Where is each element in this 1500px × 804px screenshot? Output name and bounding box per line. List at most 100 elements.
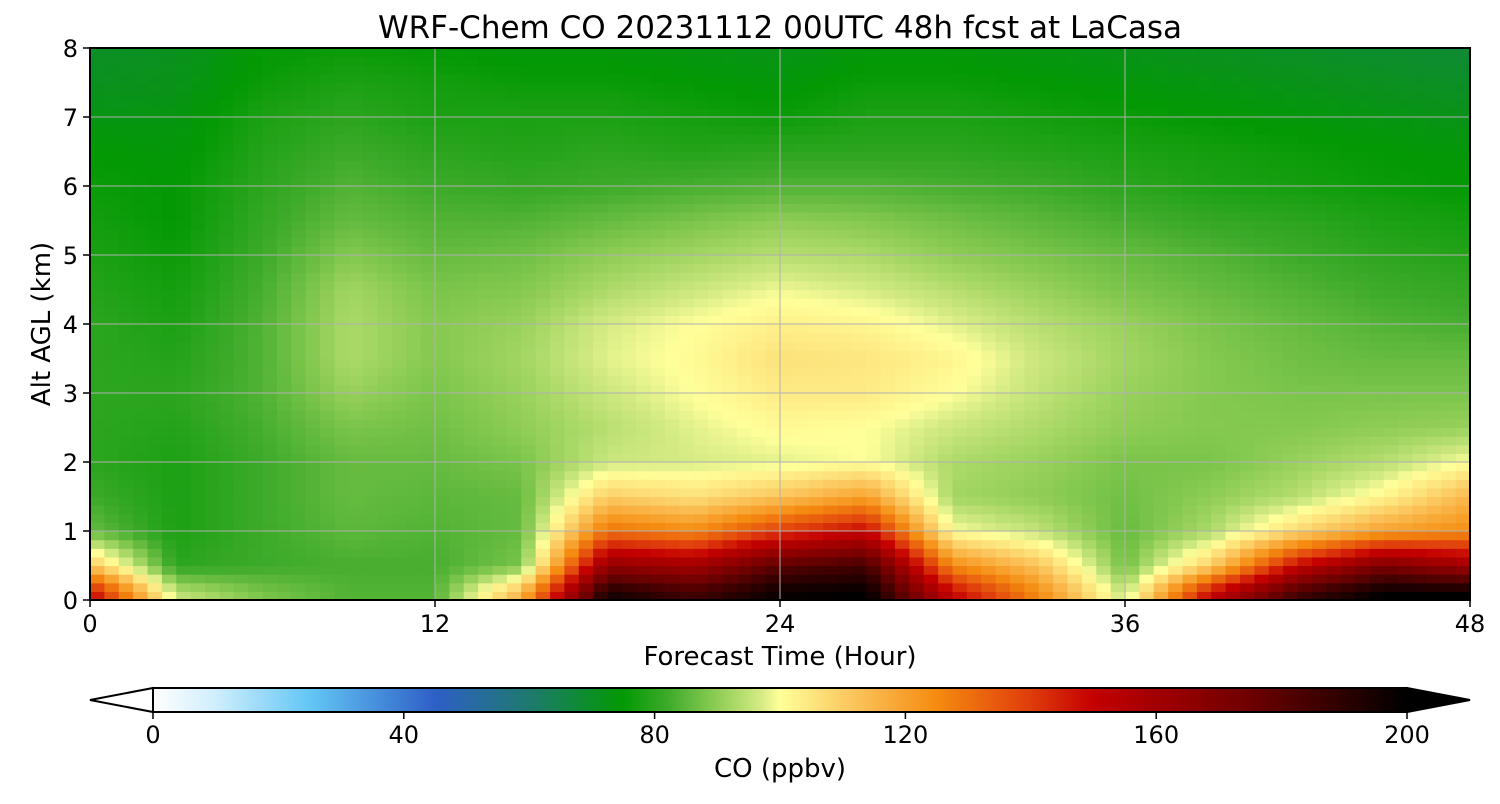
heatmap-cell [1283, 332, 1299, 342]
heatmap-cell [248, 194, 264, 204]
heatmap-cell [1441, 393, 1457, 403]
heatmap-cell [808, 393, 824, 403]
heatmap-cell [1067, 462, 1083, 472]
heatmap-cell [1383, 298, 1399, 308]
heatmap-cell [348, 186, 364, 196]
heatmap-cell [650, 479, 666, 489]
heatmap-cell [650, 556, 666, 567]
heatmap-cell [262, 315, 278, 325]
heatmap-cell [851, 427, 867, 437]
heatmap-cell [966, 401, 982, 411]
heatmap-cell [837, 237, 853, 247]
heatmap-cell [693, 513, 709, 523]
heatmap-cell [765, 513, 781, 523]
heatmap-cell [1254, 203, 1270, 213]
heatmap-cell [794, 505, 810, 515]
heatmap-cell [118, 280, 134, 291]
heatmap-cell [1355, 470, 1370, 480]
heatmap-cell [895, 531, 910, 541]
heatmap-cell [923, 375, 939, 385]
heatmap-cell [736, 531, 752, 541]
heatmap-cell [621, 582, 637, 592]
heatmap-cell [794, 375, 810, 385]
heatmap-cell [1153, 418, 1169, 429]
heatmap-cell [1383, 436, 1399, 446]
heatmap-cell [535, 470, 551, 480]
heatmap-cell [1081, 341, 1097, 351]
heatmap-cell [1125, 332, 1140, 342]
heatmap-cell [161, 289, 177, 299]
heatmap-cell [1211, 548, 1227, 558]
heatmap-cell [1268, 341, 1284, 351]
heatmap-cell [1225, 479, 1241, 489]
heatmap-cell [133, 556, 149, 567]
heatmap-cell [478, 462, 494, 472]
heatmap-cell [679, 160, 695, 170]
heatmap-cell [693, 151, 709, 161]
heatmap-cell [593, 341, 609, 351]
heatmap-cell [679, 237, 695, 247]
heatmap-cell [794, 358, 810, 368]
heatmap-cell [492, 487, 508, 498]
heatmap-cell [1053, 436, 1069, 446]
heatmap-cell [578, 298, 594, 308]
heatmap-cell [506, 272, 522, 282]
heatmap-cell [1240, 263, 1255, 273]
heatmap-cell [1225, 324, 1241, 334]
heatmap-cell [233, 410, 249, 420]
heatmap-cell [1096, 591, 1112, 601]
heatmap-cell [176, 194, 192, 204]
heatmap-cell [981, 211, 997, 222]
heatmap-cell [1426, 453, 1442, 463]
heatmap-cell [176, 324, 192, 334]
heatmap-cell [1081, 556, 1097, 567]
heatmap-cell [564, 263, 580, 273]
heatmap-cell [133, 427, 149, 437]
heatmap-cell [995, 548, 1011, 558]
heatmap-cell [722, 375, 738, 385]
heatmap-cell [161, 513, 177, 523]
heatmap-cell [248, 237, 264, 247]
heatmap-cell [866, 280, 882, 291]
heatmap-cell [636, 487, 652, 498]
heatmap-cell [233, 487, 249, 498]
heatmap-cell [248, 220, 264, 230]
heatmap-cell [550, 496, 565, 506]
heatmap-cell [176, 315, 192, 325]
heatmap-cell [636, 349, 652, 360]
heatmap-cell [1211, 367, 1227, 377]
heatmap-cell [851, 203, 867, 213]
heatmap-cell [1225, 160, 1241, 170]
heatmap-cell [478, 375, 494, 385]
heatmap-cell [506, 349, 522, 360]
heatmap-cell [305, 211, 321, 222]
heatmap-cell [521, 263, 537, 273]
heatmap-cell [219, 410, 235, 420]
heatmap-cell [1196, 306, 1212, 316]
heatmap-cell [938, 513, 954, 523]
heatmap-cell [607, 237, 623, 247]
heatmap-cell [1067, 177, 1083, 187]
heatmap-cell [406, 324, 422, 334]
heatmap-cell [420, 565, 436, 575]
heatmap-cell [1038, 324, 1054, 334]
heatmap-cell [808, 324, 824, 334]
heatmap-cell [1326, 565, 1342, 575]
heatmap-cell [650, 496, 666, 506]
heatmap-cell [952, 280, 968, 291]
heatmap-cell [377, 479, 393, 489]
heatmap-cell [607, 229, 623, 239]
heatmap-cell [233, 306, 249, 316]
heatmap-cell [90, 539, 105, 549]
heatmap-cell [348, 574, 364, 584]
heatmap-cell [291, 255, 307, 265]
heatmap-cell [1383, 263, 1399, 273]
heatmap-cell [463, 220, 479, 230]
heatmap-cell [90, 168, 105, 178]
heatmap-cell [808, 237, 824, 247]
heatmap-cell [1038, 591, 1054, 601]
heatmap-cell [1110, 427, 1126, 437]
heatmap-cell [1398, 427, 1414, 437]
heatmap-cell [190, 289, 206, 299]
heatmap-cell [276, 367, 292, 377]
